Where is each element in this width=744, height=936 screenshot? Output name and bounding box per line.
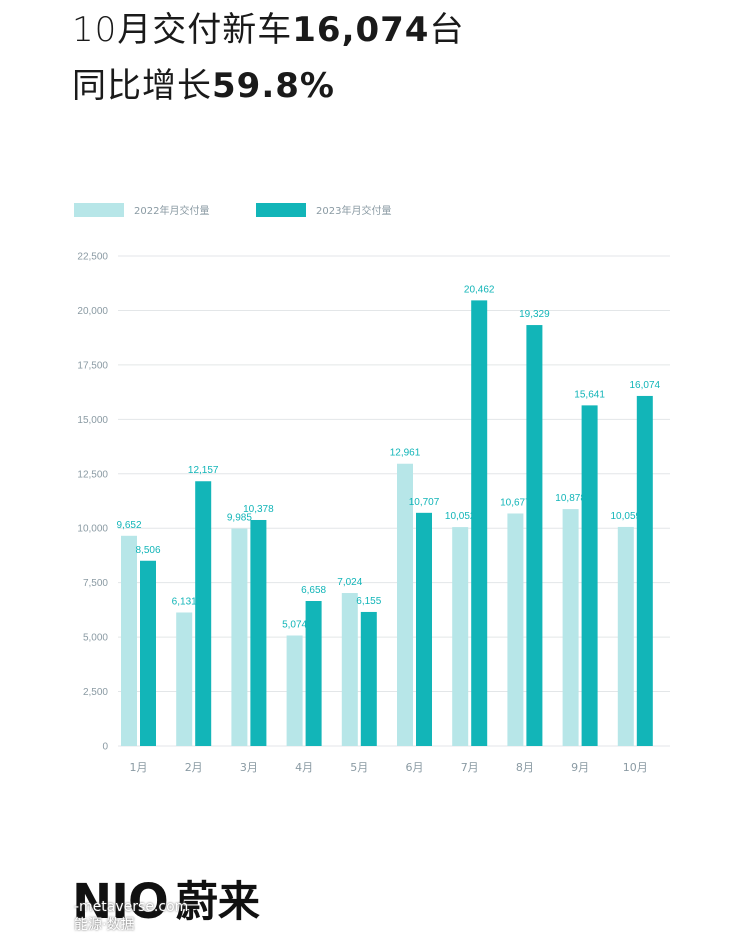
bar-value-label: 10,707 bbox=[409, 497, 440, 508]
watermark: -metaverse.com 能源·数据 bbox=[74, 898, 188, 934]
y-tick-label: 12,500 bbox=[77, 469, 108, 480]
bar-2022 bbox=[617, 526, 634, 746]
bar-2022 bbox=[397, 463, 413, 746]
bar-2022 bbox=[562, 509, 579, 746]
y-tick-label: 0 bbox=[102, 742, 108, 753]
bar-value-label: 9,652 bbox=[116, 520, 141, 531]
headline-line2-number: 59.8% bbox=[212, 66, 335, 106]
bar-value-label: 8,506 bbox=[135, 545, 160, 556]
bar-2022 bbox=[121, 535, 137, 746]
x-tick-label: 8月 bbox=[516, 761, 534, 774]
bar-value-label: 5,074 bbox=[282, 619, 307, 630]
legend-label-2023: 2023年月交付量 bbox=[316, 204, 391, 217]
legend-swatch-2022 bbox=[74, 203, 124, 217]
x-tick-label: 9月 bbox=[571, 761, 589, 774]
bar-2022 bbox=[507, 513, 524, 746]
logo-brand: NIO bbox=[72, 874, 169, 930]
y-tick-label: 5,000 bbox=[83, 633, 108, 644]
headline-line1-number: 16,074 bbox=[292, 10, 430, 50]
headline-line2-prefix: 同比增长 bbox=[72, 66, 212, 106]
x-tick-label: 5月 bbox=[350, 761, 368, 774]
x-tick-label: 4月 bbox=[295, 761, 313, 774]
headline-line-2: 同比增长59.8% bbox=[72, 58, 464, 114]
y-tick-label: 20,000 bbox=[77, 306, 108, 317]
bar-2023 bbox=[581, 405, 598, 746]
headline-line-1: 10月交付新车16,074台 bbox=[72, 2, 464, 58]
bar-value-label: 10,878 bbox=[555, 493, 586, 504]
bar-value-label: 6,658 bbox=[301, 585, 326, 596]
y-tick-label: 22,500 bbox=[77, 252, 108, 263]
logo-brand-cn: 蔚来 bbox=[175, 877, 260, 926]
x-tick-label: 3月 bbox=[240, 761, 258, 774]
x-tick-label: 10月 bbox=[623, 761, 648, 774]
nio-logo: NIO 蔚来 bbox=[72, 872, 260, 932]
y-tick-label: 7,500 bbox=[83, 578, 108, 589]
x-tick-label: 2月 bbox=[185, 761, 203, 774]
watermark-line-2: 能源·数据 bbox=[74, 917, 135, 933]
bar-value-label: 10,059 bbox=[611, 511, 642, 522]
bar-2023 bbox=[526, 325, 543, 746]
y-tick-label: 15,000 bbox=[77, 415, 108, 426]
bar-value-label: 12,157 bbox=[188, 465, 219, 476]
bar-value-label: 7,024 bbox=[337, 577, 362, 588]
y-tick-label: 2,500 bbox=[83, 687, 108, 698]
x-tick-label: 6月 bbox=[406, 761, 424, 774]
bar-value-label: 10,378 bbox=[243, 504, 274, 515]
bar-2023 bbox=[416, 512, 432, 746]
x-tick-label: 7月 bbox=[461, 761, 479, 774]
bar-2022 bbox=[176, 612, 193, 746]
legend-swatch-2023 bbox=[256, 203, 306, 217]
bar-value-label: 19,329 bbox=[519, 309, 550, 320]
bar-value-label: 20,462 bbox=[464, 284, 495, 295]
headline: 10月交付新车16,074台 同比增长59.8% bbox=[72, 2, 464, 114]
bar-2022 bbox=[286, 635, 303, 746]
bar-2023 bbox=[250, 519, 267, 746]
watermark-line-1: -metaverse.com bbox=[74, 899, 189, 915]
bar-value-label: 10,677 bbox=[500, 497, 531, 508]
bar-2023 bbox=[195, 481, 212, 746]
y-tick-label: 10,000 bbox=[77, 524, 108, 535]
bar-2023 bbox=[305, 601, 322, 746]
bar-2023 bbox=[360, 611, 377, 746]
bar-value-label: 9,985 bbox=[227, 513, 252, 524]
bar-2023 bbox=[471, 300, 488, 746]
bar-value-label: 10,052 bbox=[445, 511, 476, 522]
x-tick-label: 1月 bbox=[130, 761, 148, 774]
bar-2022 bbox=[341, 593, 358, 746]
headline-line1-prefix: 10月交付新车 bbox=[72, 10, 293, 50]
bar-value-label: 6,131 bbox=[172, 596, 197, 607]
bar-2023 bbox=[140, 560, 156, 746]
bar-value-label: 16,074 bbox=[630, 380, 661, 391]
bar-value-label: 12,961 bbox=[390, 448, 421, 459]
bar-value-label: 6,155 bbox=[356, 596, 381, 607]
bar-2022 bbox=[231, 528, 248, 746]
y-tick-label: 17,500 bbox=[77, 360, 108, 371]
bar-2023 bbox=[636, 395, 653, 746]
legend-label-2022: 2022年月交付量 bbox=[134, 204, 209, 217]
headline-line1-suffix: 台 bbox=[429, 10, 465, 50]
bar-value-label: 15,641 bbox=[574, 389, 605, 400]
bar-2022 bbox=[452, 527, 469, 746]
